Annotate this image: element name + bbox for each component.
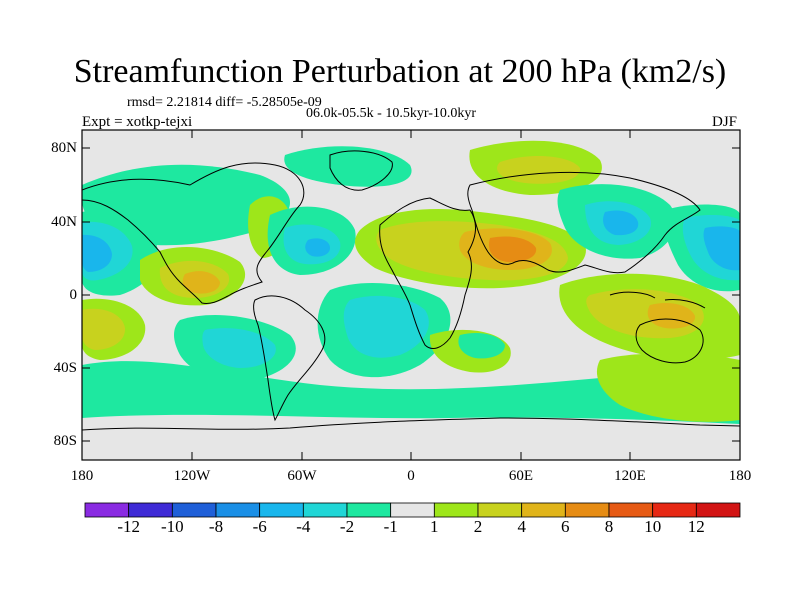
colorbar-label: 12 xyxy=(687,517,705,536)
colorbar-label: 1 xyxy=(430,517,439,536)
colorbar-label: -8 xyxy=(208,517,224,536)
anomaly-maritime-orange xyxy=(647,303,696,329)
colorbar-label: -4 xyxy=(296,517,311,536)
anomaly-east-asia-blue xyxy=(603,210,639,236)
greenland-coast xyxy=(329,150,393,191)
north-america-coast xyxy=(82,162,305,304)
colorbar-box xyxy=(128,502,173,518)
lat-label-80s: 80S xyxy=(53,433,77,449)
rmsd-diff-text: rmsd= 2.21814 diff= -5.28505e-09 xyxy=(127,95,322,110)
lon-label-0: 0 xyxy=(407,468,415,484)
lat-label-40s: 40S xyxy=(53,360,77,376)
asia-coast xyxy=(467,171,701,274)
anomaly-south-indian-green xyxy=(458,333,505,359)
colorbar-box xyxy=(477,502,523,518)
colorbar-label: 8 xyxy=(604,517,614,536)
australia-coast xyxy=(635,318,704,364)
europe-africa-coast xyxy=(379,197,477,349)
anomaly-atlantic-blue xyxy=(305,238,330,257)
lon-label-120e: 120E xyxy=(614,468,646,484)
colorbar-label: -1 xyxy=(383,517,398,536)
anomaly-south-atlantic-cyan xyxy=(343,295,429,358)
colorbar-label: -6 xyxy=(252,517,267,536)
colorbar-box xyxy=(608,502,654,518)
period-text: 06.0k-05.5k - 10.5kyr-10.0kyr xyxy=(306,106,477,121)
colorbar-box xyxy=(390,502,435,518)
colorbar-box xyxy=(84,502,130,518)
anomaly-tropical-pacific-yellow xyxy=(82,308,126,350)
lat-label-0: 0 xyxy=(69,287,78,303)
season-label: DJF xyxy=(712,114,738,130)
anomaly-arctic-green xyxy=(284,146,412,187)
colorbar-box xyxy=(433,502,479,518)
colorbar xyxy=(84,502,741,518)
experiment-label: Expt = xotkp-tejxi xyxy=(82,114,193,130)
axis-ticks xyxy=(81,130,741,460)
colorbar-box xyxy=(302,502,348,518)
colorbar-box xyxy=(652,502,697,518)
colorbar-box xyxy=(259,502,304,518)
lat-label-80n: 80N xyxy=(51,140,77,156)
colorbar-label: -12 xyxy=(117,517,141,536)
coastlines xyxy=(82,150,740,431)
lon-label-60e: 60E xyxy=(508,468,534,484)
colorbar-box xyxy=(346,502,392,518)
lon-label-180w: 180 xyxy=(70,468,94,484)
chart-title: Streamfunction Perturbation at 200 hPa (… xyxy=(73,53,727,90)
colorbar-label: -10 xyxy=(160,517,184,536)
colorbar-box xyxy=(215,502,261,518)
anomaly-southern-ocean-yellowgreen xyxy=(596,353,740,422)
lon-label-120w: 120W xyxy=(173,468,211,484)
lat-label-40n: 40N xyxy=(51,214,77,230)
colorbar-label: 10 xyxy=(644,517,662,536)
lon-label-60w: 60W xyxy=(287,468,317,484)
anomaly-middle-east-darkorange xyxy=(488,236,537,263)
anomaly-north-america-orange xyxy=(182,271,220,294)
colorbar-box xyxy=(564,502,610,518)
colorbar-box xyxy=(695,502,741,518)
colorbar-label: 4 xyxy=(517,517,526,536)
colorbar-label: 2 xyxy=(473,517,483,536)
anomaly-west-pacific-blue xyxy=(703,226,740,271)
anomaly-europe-yellow xyxy=(497,156,581,184)
colorbar-label: -2 xyxy=(339,517,355,536)
south-america-coast xyxy=(253,295,326,422)
lon-label-180e: 180 xyxy=(728,468,752,484)
anomaly-east-pacific-blue xyxy=(82,234,112,272)
anomaly-southern-pole-gray xyxy=(82,414,740,460)
indonesia-coast xyxy=(609,291,706,309)
colorbar-box xyxy=(171,502,217,518)
anomaly-south-pacific-cyan xyxy=(202,328,276,368)
colorbar-box xyxy=(521,502,566,518)
antarctica-coast xyxy=(82,417,740,431)
colorbar-label: 6 xyxy=(561,517,570,536)
